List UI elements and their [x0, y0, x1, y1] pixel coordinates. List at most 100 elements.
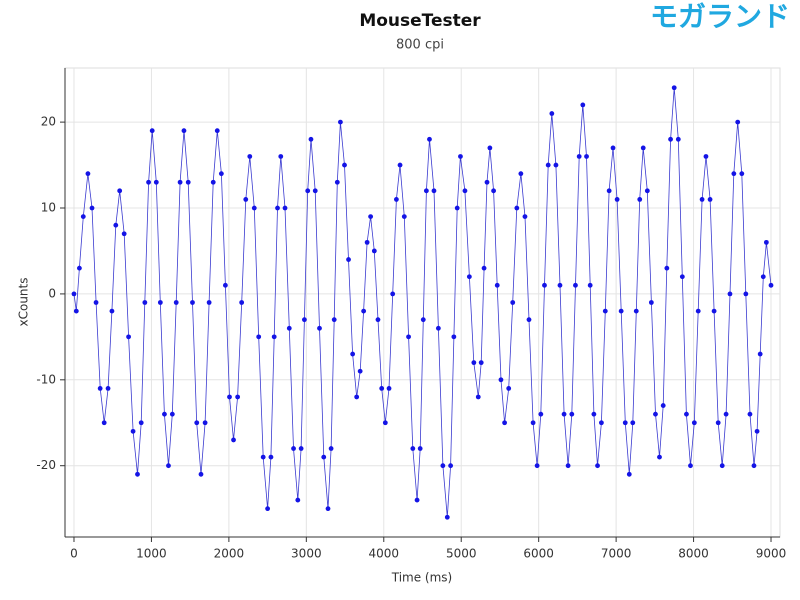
data-point	[606, 188, 612, 194]
data-point	[466, 274, 472, 280]
data-point	[166, 463, 171, 469]
y-tick-label: 20	[41, 115, 56, 129]
data-point	[435, 325, 441, 331]
data-point	[664, 265, 670, 271]
data-point	[308, 136, 314, 142]
y-tick-label: -20	[36, 458, 56, 472]
data-point	[397, 162, 403, 168]
data-point	[181, 128, 187, 134]
data-point	[498, 377, 504, 383]
data-point	[653, 411, 658, 417]
data-point	[198, 471, 204, 477]
data-point	[142, 300, 148, 305]
data-point	[454, 205, 460, 211]
data-point	[768, 282, 774, 288]
data-point	[514, 205, 520, 211]
data-point	[610, 145, 616, 151]
data-point	[286, 325, 292, 331]
data-point	[640, 145, 646, 151]
data-point	[173, 300, 179, 305]
data-point	[691, 420, 697, 426]
data-point	[423, 188, 429, 194]
data-point	[361, 308, 367, 314]
data-point	[101, 420, 107, 426]
data-point	[451, 334, 457, 340]
data-point	[206, 300, 212, 305]
x-tick-label: 8000	[678, 547, 709, 561]
data-point	[73, 308, 79, 314]
data-point	[599, 420, 604, 426]
data-point	[77, 265, 82, 271]
data-point	[105, 385, 111, 391]
data-point	[522, 214, 528, 220]
data-point	[707, 197, 713, 202]
chart-subtitle: 800 cpi	[396, 38, 444, 53]
x-axis-label: Time (ms)	[391, 571, 453, 585]
trace-line	[73, 87, 772, 518]
data-point	[364, 239, 370, 245]
data-point	[334, 179, 340, 185]
data-point	[202, 420, 208, 426]
data-point	[684, 411, 689, 417]
data-point	[727, 291, 733, 297]
data-point	[80, 214, 86, 220]
data-point	[569, 411, 575, 417]
data-point	[194, 420, 200, 426]
x-tick-label: 3000	[291, 547, 322, 561]
data-point	[162, 411, 167, 417]
watermark: モガランド	[650, 0, 790, 33]
data-point	[85, 171, 91, 177]
data-point	[394, 197, 399, 202]
data-point	[584, 154, 589, 159]
data-point	[675, 136, 681, 142]
data-point	[526, 317, 532, 323]
data-point	[382, 420, 388, 426]
data-point	[298, 446, 304, 451]
data-point	[268, 454, 274, 460]
data-point	[494, 282, 500, 288]
data-point	[668, 136, 673, 142]
data-point	[626, 471, 632, 477]
data-point	[679, 274, 685, 280]
data-point	[518, 171, 524, 177]
data-point	[565, 463, 571, 469]
data-point	[218, 171, 224, 177]
data-point	[530, 420, 536, 426]
data-point	[595, 463, 600, 469]
data-point	[657, 454, 662, 460]
data-point	[671, 85, 677, 91]
y-tick-label: 0	[48, 286, 56, 300]
data-point	[644, 188, 650, 194]
data-point	[210, 179, 216, 185]
data-point	[354, 394, 360, 400]
data-point	[157, 300, 163, 305]
data-point	[618, 308, 624, 314]
data-point	[538, 411, 544, 417]
data-point	[121, 231, 127, 237]
data-point	[462, 188, 468, 194]
data-point	[506, 385, 512, 391]
data-point	[271, 334, 277, 340]
data-point	[214, 128, 220, 134]
data-point	[549, 111, 555, 116]
data-point	[427, 136, 432, 142]
data-point	[614, 197, 620, 202]
data-point	[754, 428, 760, 434]
data-point	[760, 274, 766, 280]
data-point	[440, 463, 446, 469]
data-point	[699, 197, 705, 202]
data-point	[368, 214, 374, 220]
y-axis-label: xCounts	[17, 278, 31, 327]
data-point	[723, 411, 729, 417]
data-point	[414, 497, 420, 503]
data-point	[321, 454, 327, 460]
data-point	[747, 411, 753, 417]
data-point	[390, 291, 396, 297]
data-point	[757, 351, 763, 357]
data-point	[375, 317, 381, 323]
x-tick-label: 0	[70, 547, 78, 561]
data-point	[622, 420, 628, 426]
y-tick-label: 10	[41, 201, 56, 215]
data-point	[130, 428, 136, 434]
